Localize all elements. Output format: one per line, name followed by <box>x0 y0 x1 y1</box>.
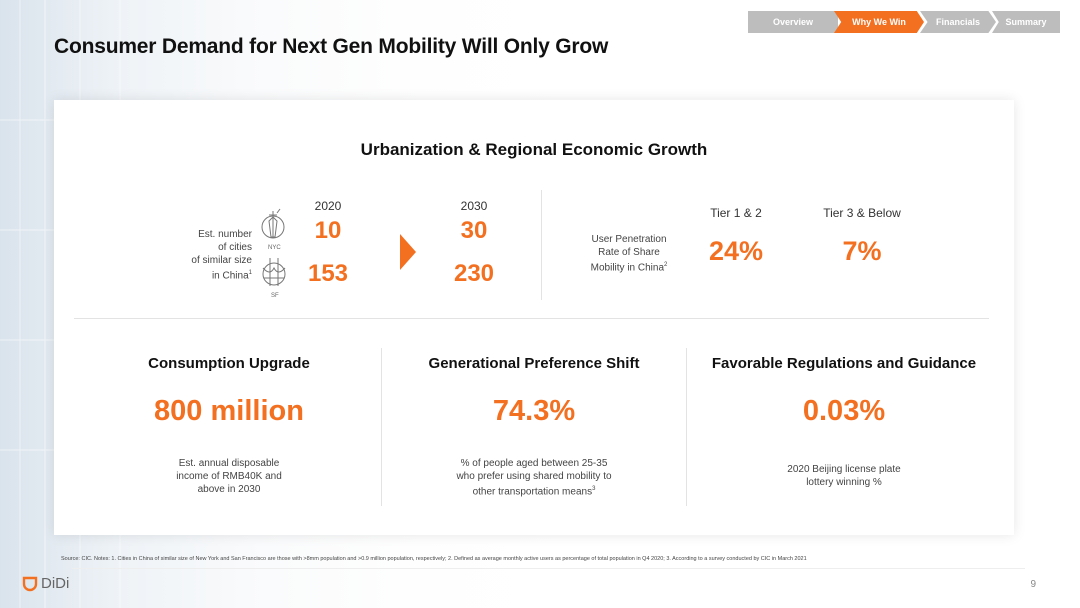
consumption-heading: Consumption Upgrade <box>148 355 310 372</box>
didi-logo-icon <box>22 576 38 592</box>
nav-tab-label: Overview <box>772 17 814 27</box>
sf-2020-value: 153 <box>307 260 349 287</box>
tier-1-2-value: 24% <box>708 236 764 266</box>
page-number: 9 <box>1030 579 1036 590</box>
tier-1-2-label: Tier 1 & 2 <box>710 206 762 220</box>
regulations-heading: Favorable Regulations and Guidance <box>711 355 977 372</box>
divider <box>381 348 382 506</box>
nav-tab-financials[interactable]: Financials <box>920 11 996 33</box>
generational-heading: Generational Preference Shift <box>428 355 640 372</box>
footer-divider <box>72 568 1025 569</box>
statue-of-liberty-icon <box>261 208 285 239</box>
content-card: Urbanization & Regional Economic Growth … <box>54 100 1014 535</box>
divider <box>541 190 542 300</box>
logo-text: DiDi <box>41 575 70 592</box>
nav-tab-label: Financials <box>935 17 980 27</box>
generational-description: % of people aged between 25-35 who prefe… <box>456 458 612 498</box>
regulations-description: 2020 Beijing license plate lottery winni… <box>787 464 901 488</box>
nyc-label: NYC <box>268 245 281 251</box>
footnote: Source: CIC. Notes: 1. Cities in China o… <box>61 556 807 562</box>
year-2030: 2030 <box>460 199 488 213</box>
nav-tab-label: Summary <box>1005 17 1047 27</box>
cities-label: Est. number of cities of similar size in… <box>191 229 252 282</box>
section-nav: Overview Why We Win Financials Summary <box>748 11 1060 33</box>
urbanization-heading: Urbanization & Regional Economic Growth <box>360 140 708 159</box>
tier-3-below-label: Tier 3 & Below <box>823 206 901 220</box>
page-title: Consumer Demand for Next Gen Mobility Wi… <box>54 35 609 58</box>
year-2020: 2020 <box>314 199 342 213</box>
arrow-right-icon <box>400 234 416 270</box>
consumption-description: Est. annual disposable income of RMB40K … <box>176 458 282 495</box>
divider <box>686 348 687 506</box>
tier-3-below-value: 7% <box>842 236 882 266</box>
penetration-label: User Penetration Rate of Share Mobility … <box>590 234 668 274</box>
nav-tab-summary[interactable]: Summary <box>992 11 1060 33</box>
nav-tab-why-we-win[interactable]: Why We Win <box>834 11 924 33</box>
nav-tab-overview[interactable]: Overview <box>748 11 838 33</box>
nyc-2030-value: 30 <box>460 217 488 244</box>
consumption-value: 800 million <box>154 395 304 427</box>
sf-label: SF <box>271 293 279 299</box>
nyc-2020-value: 10 <box>314 217 342 244</box>
divider <box>74 318 989 319</box>
golden-gate-icon <box>262 258 286 286</box>
sf-2030-value: 230 <box>453 260 495 287</box>
generational-value: 74.3% <box>492 395 576 427</box>
nav-tab-label: Why We Win <box>852 17 906 27</box>
regulations-value: 0.03% <box>802 395 886 427</box>
